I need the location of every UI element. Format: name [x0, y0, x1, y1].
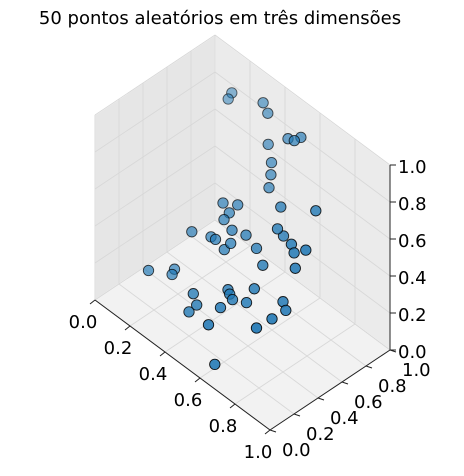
x-tick-mark	[125, 326, 130, 330]
x-tick-label: 1.0	[244, 442, 273, 463]
data-point	[219, 214, 229, 224]
data-point	[311, 206, 321, 216]
y-tick-mark	[270, 430, 276, 432]
data-point	[258, 260, 268, 270]
data-point	[233, 200, 243, 210]
y-tick-mark	[318, 398, 324, 400]
data-point	[290, 263, 300, 273]
x-tick-label: 0.8	[209, 416, 238, 437]
data-point	[203, 320, 213, 330]
x-tick-label: 0.0	[69, 312, 98, 333]
x-tick-mark	[265, 430, 270, 434]
data-point	[249, 284, 259, 294]
x-tick-mark	[230, 404, 235, 408]
y-tick-mark	[294, 414, 300, 416]
data-point	[267, 314, 277, 324]
data-point	[272, 224, 282, 234]
data-point	[264, 183, 274, 193]
y-tick-label: 1.0	[402, 360, 431, 381]
data-point	[266, 157, 276, 167]
z-tick-label: 0.8	[398, 194, 427, 215]
z-tick-label: 0.0	[398, 342, 427, 363]
data-point	[241, 230, 251, 240]
data-point	[143, 265, 153, 275]
data-point	[218, 198, 228, 208]
z-tick-label: 0.4	[398, 268, 427, 289]
data-point	[215, 302, 225, 312]
data-point	[226, 238, 236, 248]
x-tick-mark	[195, 378, 200, 382]
x-tick-label: 0.6	[174, 390, 203, 411]
data-point	[301, 245, 311, 255]
z-tick-label: 0.6	[398, 231, 427, 252]
data-point	[281, 305, 291, 315]
x-tick-label: 0.4	[139, 364, 168, 385]
y-tick-mark	[366, 366, 372, 368]
z-tick-label: 1.0	[398, 157, 427, 178]
data-point	[251, 243, 261, 253]
data-point	[227, 225, 237, 235]
data-point	[192, 300, 202, 310]
data-point	[289, 135, 299, 145]
data-point	[187, 227, 197, 237]
data-point	[223, 94, 233, 104]
data-point	[188, 289, 198, 299]
data-point	[227, 294, 237, 304]
data-point	[276, 202, 286, 212]
z-tick-label: 0.2	[398, 305, 427, 326]
x-tick-label: 0.2	[104, 338, 133, 359]
data-point	[210, 234, 220, 244]
data-point	[241, 297, 251, 307]
chart-title: 50 pontos aleatórios em três dimensões	[39, 8, 401, 29]
data-point	[263, 108, 273, 118]
data-point	[263, 139, 273, 149]
y-tick-mark	[342, 382, 348, 384]
data-point	[210, 359, 220, 369]
x-tick-mark	[90, 300, 95, 304]
data-point	[167, 269, 177, 279]
data-point	[258, 98, 268, 108]
data-point	[266, 170, 276, 180]
data-point	[251, 323, 261, 333]
data-point	[289, 248, 299, 258]
x-tick-mark	[160, 352, 165, 356]
